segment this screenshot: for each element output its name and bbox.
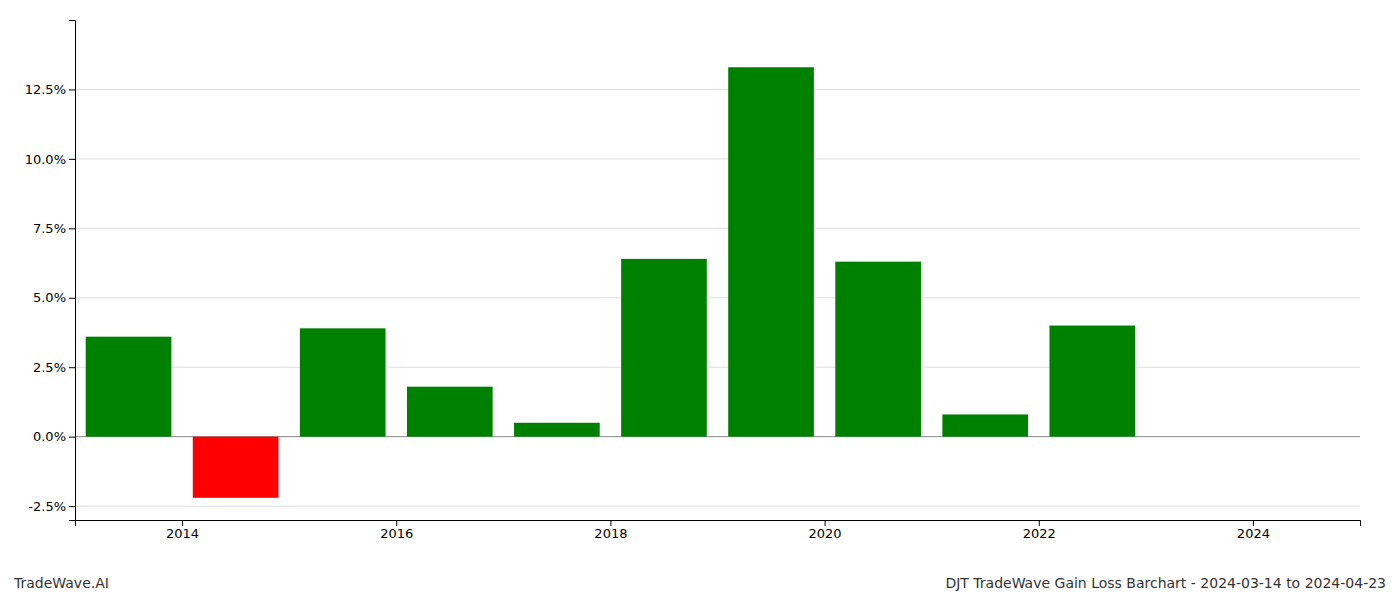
y-tick: 0.0% bbox=[33, 429, 75, 444]
x-tick-label: 2016 bbox=[380, 526, 413, 541]
y-tick-mark bbox=[69, 159, 75, 160]
y-axis-line bbox=[69, 21, 76, 521]
grid-line bbox=[75, 158, 1360, 159]
y-tick: -2.5% bbox=[28, 499, 75, 514]
x-tick-label: 2020 bbox=[809, 526, 842, 541]
y-tick-label: -2.5% bbox=[28, 499, 66, 514]
grid-line bbox=[75, 228, 1360, 229]
x-tick-mark bbox=[396, 520, 397, 526]
x-tick-mark bbox=[1253, 520, 1254, 526]
bar bbox=[514, 423, 600, 437]
y-tick-mark bbox=[69, 506, 75, 507]
y-tick: 5.0% bbox=[33, 290, 75, 305]
x-tick: 2014 bbox=[166, 520, 199, 541]
bar bbox=[835, 262, 921, 437]
bar bbox=[407, 387, 493, 437]
x-axis: 2014 2016 2018 2020 2022 2024 bbox=[76, 520, 1361, 541]
annotation: TradeWave.AI bbox=[13, 575, 109, 591]
x-tick-label: 2014 bbox=[166, 526, 199, 541]
y-tick-label: 12.5% bbox=[25, 82, 66, 97]
x-tick-label: 2024 bbox=[1237, 526, 1270, 541]
x-tick-mark bbox=[1039, 520, 1040, 526]
grid-line bbox=[75, 367, 1360, 368]
y-tick: 7.5% bbox=[33, 221, 75, 236]
x-tick: 2024 bbox=[1237, 520, 1270, 541]
x-tick-label: 2018 bbox=[594, 526, 627, 541]
x-tick: 2018 bbox=[594, 520, 627, 541]
bar bbox=[621, 259, 707, 437]
y-tick-label: 7.5% bbox=[33, 221, 66, 236]
bar bbox=[300, 328, 386, 436]
chart: -2.5%0.0%2.5%5.0%7.5%10.0%12.5%201420162… bbox=[0, 0, 1400, 600]
grid-line bbox=[75, 297, 1360, 298]
bars bbox=[86, 67, 1135, 498]
grid-line bbox=[75, 89, 1360, 90]
grid bbox=[75, 89, 1360, 506]
y-tick-mark bbox=[69, 228, 75, 229]
bar bbox=[942, 414, 1028, 436]
x-tick-mark bbox=[182, 520, 183, 526]
y-tick-mark bbox=[69, 89, 75, 90]
y-tick-mark bbox=[69, 437, 75, 438]
y-tick-label: 5.0% bbox=[33, 290, 66, 305]
x-tick-mark bbox=[825, 520, 826, 526]
bar bbox=[86, 337, 172, 437]
y-tick-mark bbox=[69, 367, 75, 368]
y-tick-mark bbox=[69, 298, 75, 299]
y-axis: -2.5% 0.0% 2.5% 5.0% 7.5% 10.0% 12.5% bbox=[25, 21, 76, 521]
x-tick: 2016 bbox=[380, 520, 413, 541]
x-tick: 2020 bbox=[809, 520, 842, 541]
grid-line bbox=[75, 506, 1360, 507]
x-tick: 2022 bbox=[1023, 520, 1056, 541]
bar bbox=[728, 67, 814, 436]
y-tick: 2.5% bbox=[33, 360, 75, 375]
footer: TradeWave.AI DJT TradeWave Gain Loss Barc… bbox=[13, 575, 1386, 591]
bar bbox=[1049, 326, 1135, 437]
y-tick: 12.5% bbox=[25, 82, 75, 97]
y-tick-label: 0.0% bbox=[33, 429, 66, 444]
plot: -2.5%0.0%2.5%5.0%7.5%10.0%12.5%201420162… bbox=[25, 21, 1361, 542]
y-tick-label: 10.0% bbox=[25, 152, 66, 167]
x-tick-mark bbox=[610, 520, 611, 526]
y-tick-label: 2.5% bbox=[33, 360, 66, 375]
annotation: DJT TradeWave Gain Loss Barchart - 2024-… bbox=[945, 575, 1386, 591]
bar bbox=[193, 437, 279, 498]
x-axis-line bbox=[76, 521, 1361, 527]
x-tick-label: 2022 bbox=[1023, 526, 1056, 541]
y-tick: 10.0% bbox=[25, 152, 75, 167]
